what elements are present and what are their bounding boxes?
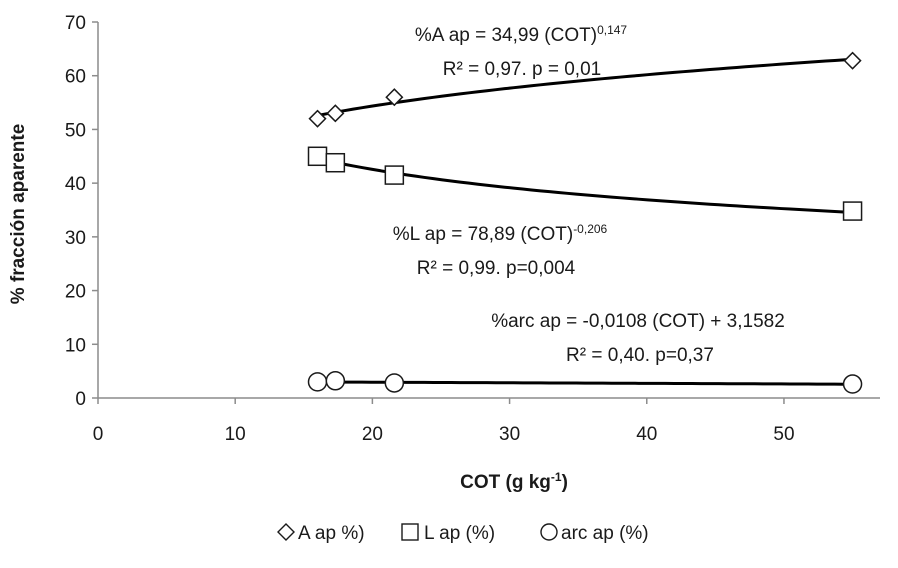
annotation-l-line2: R² = 0,99. p=0,004 [417,258,576,279]
y-tick-label: 40 [65,174,86,195]
point-arc [307,372,328,392]
annotation-l-equation: %L ap = 78,89 (COT) [393,224,573,245]
fit-line-circle [317,380,853,386]
x-axis-title-main: COT (g kg [460,472,551,493]
point-arc [325,371,346,391]
annotation-l: %L ap = 78,89 (COT)-0,206 R² = 0,99. p=0… [393,222,608,279]
legend-label-arc: arc ap (%) [561,523,649,544]
point-arc [384,373,405,393]
y-tick-label: 60 [65,67,86,88]
x-tick-label: 30 [499,424,520,445]
x-axis-title: COT (g kg-1) [460,470,568,493]
fit-line-diamond [317,57,853,117]
x-axis-title-sup: -1 [551,470,562,484]
legend-circle-icon [540,523,558,541]
y-tick-label: 30 [65,228,86,249]
annotation-arc: %arc ap = -0,0108 (COT) + 3,1582 R² = 0,… [491,311,785,366]
legend-item-l: L ap (%) [401,523,495,544]
legend-diamond-icon [277,523,295,541]
axes [97,22,880,399]
point-a [385,88,404,107]
annotation-arc-line2: R² = 0,40. p=0,37 [566,345,714,366]
annotation-a-exponent: 0,147 [597,23,627,37]
y-tick-label: 50 [65,120,86,141]
point-a [308,109,327,128]
annotation-a-line1: %A ap = 34,99 (COT)0,147 [415,23,628,46]
legend-item-arc: arc ap (%) [540,523,649,544]
x-tick-label: 40 [636,424,657,445]
y-tick-label: 0 [75,389,86,410]
legend-item-a: A ap %) [277,523,365,544]
legend-label-l: L ap (%) [424,523,495,544]
annotation-l-exponent: -0,206 [573,222,607,236]
legend-square-icon [401,523,419,541]
point-l [307,146,328,167]
x-tick-label: 20 [362,424,383,445]
point-a [326,104,345,123]
x-tick-label: 50 [773,424,794,445]
point-a [843,51,862,70]
data-points [307,51,863,394]
y-tick-label: 70 [65,13,86,34]
annotation-a-line2: R² = 0,97. p = 0,01 [443,59,601,80]
annotation-arc-line1: %arc ap = -0,0108 (COT) + 3,1582 [491,311,785,332]
legend: A ap %) L ap (%) arc ap (%) [277,523,649,544]
x-tick-label: 0 [93,424,104,445]
point-l [842,201,863,221]
annotation-a-equation: %A ap = 34,99 (COT) [415,25,597,46]
point-l [325,152,346,173]
annotation-a: %A ap = 34,99 (COT)0,147 R² = 0,97. p = … [415,23,628,80]
x-tick-label: 10 [225,424,246,445]
fit-lines [317,57,853,386]
ticks: 0 10 20 30 40 50 60 70 0 10 20 30 40 50 [65,13,795,445]
y-tick-label: 10 [65,335,86,356]
y-tick-label: 20 [65,282,86,303]
fit-line-square [317,157,853,214]
x-axis-title-close: ) [562,472,568,493]
y-axis-title: % fracción aparente [8,124,29,305]
point-arc [842,374,863,394]
point-l [384,165,405,185]
annotation-l-line1: %L ap = 78,89 (COT)-0,206 [393,222,608,245]
legend-label-a: A ap %) [298,523,365,544]
